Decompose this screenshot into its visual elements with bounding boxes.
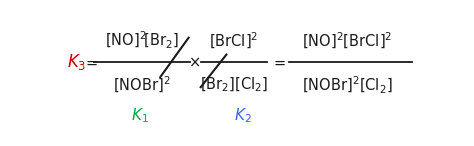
- Text: $\mathrm{[NOBr]^2[Cl_2]}$: $\mathrm{[NOBr]^2[Cl_2]}$: [302, 74, 393, 95]
- Text: $\mathrm{[NO]^2[BrCl]^2}$: $\mathrm{[NO]^2[BrCl]^2}$: [302, 31, 393, 51]
- Text: $\times$: $\times$: [188, 55, 201, 70]
- Text: $=$: $=$: [271, 55, 286, 70]
- Text: $\mathit{K_1}$: $\mathit{K_1}$: [131, 106, 149, 125]
- Text: $\mathit{K}_3$: $\mathit{K}_3$: [66, 53, 86, 72]
- Text: $\mathrm{[NOBr]^2}$: $\mathrm{[NOBr]^2}$: [113, 75, 171, 95]
- Text: $\mathrm{[NO]^2\![Br_2]}$: $\mathrm{[NO]^2\![Br_2]}$: [105, 30, 179, 51]
- Text: $\mathit{K_2}$: $\mathit{K_2}$: [234, 106, 252, 125]
- Text: $\mathrm{[Br_2][Cl_2]}$: $\mathrm{[Br_2][Cl_2]}$: [200, 76, 268, 94]
- Text: $\mathrm{[BrCl]^2}$: $\mathrm{[BrCl]^2}$: [209, 31, 258, 51]
- Text: $=$: $=$: [83, 55, 98, 70]
